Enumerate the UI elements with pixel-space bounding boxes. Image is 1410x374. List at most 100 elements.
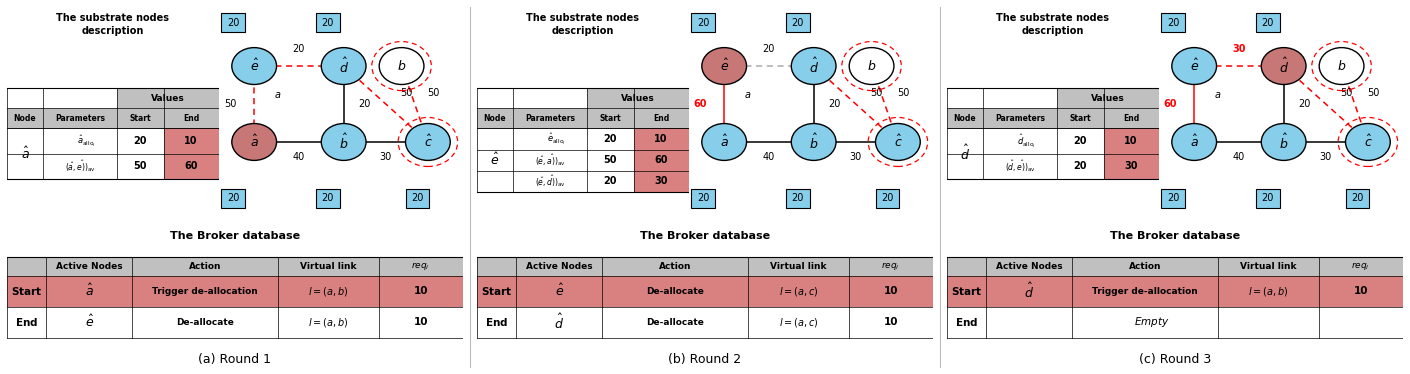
Text: The substrate nodes
description: The substrate nodes description: [526, 13, 639, 36]
Text: $\mathit{\mathbf{End}}$: $\mathit{\mathbf{End}}$: [485, 316, 508, 328]
Bar: [44, 108, 117, 128]
Bar: [1256, 188, 1280, 208]
Text: 20: 20: [697, 193, 709, 203]
Text: Virtual link: Virtual link: [1241, 262, 1297, 271]
Text: $b$: $b$: [396, 59, 406, 73]
Bar: [1058, 88, 1159, 108]
Bar: [406, 188, 429, 208]
Bar: [948, 108, 983, 128]
Text: $\mathit{\mathbf{Start}}$: $\mathit{\mathbf{Start}}$: [11, 285, 42, 297]
Text: Parameters: Parameters: [995, 114, 1045, 123]
Circle shape: [1320, 47, 1363, 85]
Text: $\hat{b}$: $\hat{b}$: [338, 132, 348, 151]
Bar: [477, 108, 513, 128]
Text: Action: Action: [658, 262, 692, 271]
Text: 20: 20: [1073, 136, 1087, 146]
Text: Start: Start: [599, 114, 622, 123]
Text: $l = (a,b)$: $l = (a,b)$: [309, 316, 348, 329]
Circle shape: [231, 47, 276, 85]
Circle shape: [791, 47, 836, 85]
Text: $\hat{a}$: $\hat{a}$: [85, 283, 93, 299]
Text: $l = (a,b)$: $l = (a,b)$: [1248, 285, 1289, 298]
Text: 20: 20: [293, 44, 305, 54]
Bar: [948, 88, 1159, 179]
Text: $\hat{d}$: $\hat{d}$: [1024, 282, 1034, 301]
Text: $(\hat{e},\hat{d)})_{\mathrm{av}}$: $(\hat{e},\hat{d)})_{\mathrm{av}}$: [534, 174, 565, 189]
Text: 20: 20: [1167, 18, 1179, 28]
Bar: [1345, 188, 1369, 208]
Bar: [691, 13, 715, 33]
Text: $\hat{e}$: $\hat{e}$: [491, 152, 499, 168]
Text: $(\hat{a},\hat{e)})_{\mathrm{av}}$: $(\hat{a},\hat{e)})_{\mathrm{av}}$: [65, 158, 96, 174]
Bar: [7, 307, 462, 338]
Text: 20: 20: [134, 136, 147, 146]
Circle shape: [231, 123, 276, 160]
Text: $a$: $a$: [1214, 91, 1221, 100]
Bar: [164, 108, 219, 128]
Bar: [1104, 108, 1159, 128]
Text: 30: 30: [1232, 44, 1245, 54]
Text: $\hat{a}$$_{\mathrm{allo}_l}$: $\hat{a}$$_{\mathrm{allo}_l}$: [78, 134, 96, 148]
Text: $\hat{d}$: $\hat{d}$: [338, 56, 348, 76]
Text: Node: Node: [14, 114, 37, 123]
Text: 10: 10: [413, 286, 429, 296]
Circle shape: [702, 47, 746, 85]
Text: 10: 10: [1124, 136, 1138, 146]
Text: End: End: [653, 114, 670, 123]
Text: 40: 40: [1232, 152, 1245, 162]
Text: Active Nodes: Active Nodes: [56, 262, 123, 271]
Text: De-allocate: De-allocate: [176, 318, 234, 327]
Bar: [1104, 154, 1159, 179]
Bar: [1104, 128, 1159, 154]
Text: $b$: $b$: [1337, 59, 1347, 73]
Text: Active Nodes: Active Nodes: [526, 262, 592, 271]
Text: 30: 30: [850, 152, 862, 162]
Text: Trigger de-allocation: Trigger de-allocation: [1093, 286, 1198, 295]
Text: (b) Round 2: (b) Round 2: [668, 353, 742, 365]
Bar: [477, 257, 933, 276]
Bar: [221, 188, 245, 208]
Bar: [513, 108, 587, 128]
Text: Values: Values: [1091, 94, 1125, 102]
Text: 30: 30: [654, 177, 668, 186]
Bar: [7, 276, 462, 307]
Bar: [948, 257, 1403, 276]
Text: 40: 40: [763, 152, 776, 162]
Bar: [876, 188, 900, 208]
Text: $a$: $a$: [274, 91, 282, 100]
Text: $\hat{c}$: $\hat{c}$: [894, 134, 902, 150]
Bar: [1162, 13, 1184, 33]
Bar: [983, 108, 1058, 128]
Text: 60: 60: [694, 99, 708, 109]
Circle shape: [406, 123, 450, 160]
Text: $\hat{d}$: $\hat{d}$: [1279, 56, 1289, 76]
Text: Values: Values: [620, 94, 654, 102]
Text: 20: 20: [791, 18, 804, 28]
Text: $req_l$: $req_l$: [412, 260, 430, 272]
Text: $\hat{a}$: $\hat{a}$: [21, 145, 30, 162]
Bar: [164, 154, 219, 179]
Text: $(\hat{e},\hat{a)})_{\mathrm{av}}$: $(\hat{e},\hat{a)})_{\mathrm{av}}$: [534, 152, 565, 168]
Text: 60: 60: [654, 155, 668, 165]
Text: 20: 20: [358, 99, 371, 109]
Text: $\hat{a}$: $\hat{a}$: [1190, 134, 1198, 150]
Text: Values: Values: [151, 94, 185, 102]
Text: 30: 30: [379, 152, 392, 162]
Text: End: End: [183, 114, 199, 123]
Text: 50: 50: [870, 88, 883, 98]
Text: (a) Round 1: (a) Round 1: [199, 353, 272, 365]
Bar: [117, 108, 164, 128]
Text: 50: 50: [603, 155, 618, 165]
Text: The substrate nodes
description: The substrate nodes description: [56, 13, 169, 36]
Text: $a$: $a$: [744, 91, 752, 100]
Text: Virtual link: Virtual link: [300, 262, 357, 271]
Text: $\hat{e}$: $\hat{e}$: [85, 314, 93, 330]
Text: 20: 20: [763, 44, 776, 54]
Text: 50: 50: [134, 161, 147, 171]
Circle shape: [849, 47, 894, 85]
Text: 20: 20: [227, 193, 240, 203]
Text: 60: 60: [1163, 99, 1177, 109]
Text: 20: 20: [321, 193, 334, 203]
Bar: [164, 128, 219, 154]
Bar: [117, 88, 219, 108]
